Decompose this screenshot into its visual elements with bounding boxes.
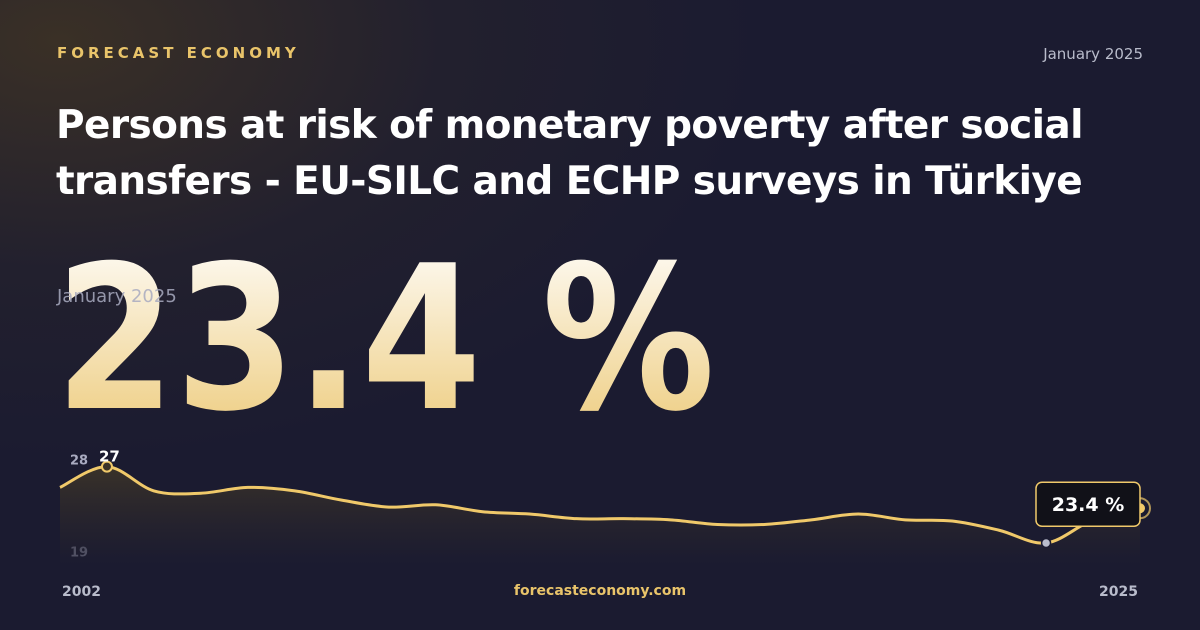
area <box>60 466 1140 565</box>
max-label: 27 <box>99 448 120 466</box>
value-label: 23.4 % <box>1052 494 1125 516</box>
callout-box <box>1035 481 1141 528</box>
title: Persons at risk of monetary poverty afte… <box>56 103 1084 204</box>
headline-value: 23.4 % <box>55 223 715 456</box>
y-tick-label: 28 <box>70 454 88 469</box>
x-tick-label: 2002 <box>62 584 101 600</box>
headline-date: January 2025 <box>56 286 177 307</box>
x-tick-label: 2025 <box>1099 584 1138 600</box>
date: January 2025 <box>1043 45 1143 63</box>
footer-link[interactable]: forecasteconomy.com <box>513 583 687 599</box>
max-marker <box>100 460 113 473</box>
min-marker <box>1040 537 1052 549</box>
line <box>59 465 1141 545</box>
brand: FORECAST ECONOMY <box>57 44 300 62</box>
